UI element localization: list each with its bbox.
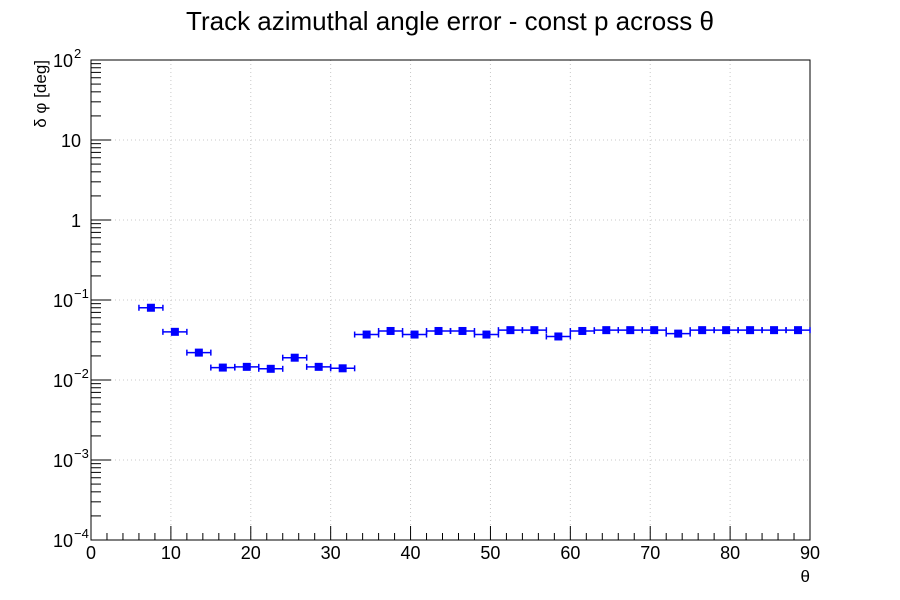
y-tick-label: 10 xyxy=(53,51,73,71)
data-point xyxy=(258,364,284,373)
y-tick-exponent: −4 xyxy=(74,526,89,541)
data-point xyxy=(521,326,548,335)
data-point xyxy=(210,363,236,372)
y-tick-exponent: −1 xyxy=(74,286,89,301)
x-tick-label: 60 xyxy=(560,543,580,563)
x-tick-label: 30 xyxy=(321,543,341,563)
data-marker xyxy=(578,326,587,335)
data-point xyxy=(737,326,763,335)
data-point xyxy=(473,330,500,339)
data-point xyxy=(593,326,620,335)
data-point xyxy=(281,353,308,362)
data-marker xyxy=(434,326,443,335)
data-series xyxy=(138,303,811,373)
data-point xyxy=(377,326,404,335)
y-axis-title: δ φ [deg] xyxy=(31,60,50,128)
data-marker xyxy=(554,332,563,341)
data-marker xyxy=(410,330,419,339)
data-marker xyxy=(698,326,707,335)
data-marker xyxy=(674,329,683,338)
data-marker xyxy=(362,330,371,339)
data-point xyxy=(329,364,356,373)
data-point xyxy=(761,326,787,335)
chart-title: Track azimuthal angle error - const p ac… xyxy=(186,6,714,36)
data-marker xyxy=(482,330,491,339)
x-axis-title: θ xyxy=(801,567,810,586)
data-marker xyxy=(218,363,227,372)
data-marker xyxy=(266,364,275,373)
grid xyxy=(91,60,810,540)
data-point xyxy=(665,329,691,338)
data-point xyxy=(401,330,428,339)
plot-frame xyxy=(90,59,811,541)
data-point xyxy=(186,348,212,357)
x-tick-label: 0 xyxy=(86,543,96,563)
data-point xyxy=(641,326,667,335)
data-marker xyxy=(506,326,515,335)
x-tick-label: 10 xyxy=(161,543,181,563)
data-marker xyxy=(170,327,179,336)
data-marker xyxy=(530,326,539,335)
data-point xyxy=(234,362,260,371)
data-marker xyxy=(650,326,659,335)
x-tick-label: 20 xyxy=(241,543,261,563)
data-marker xyxy=(722,326,731,335)
y-tick-label: 10 xyxy=(53,371,73,391)
data-marker xyxy=(146,303,155,312)
y-tick-label: 10 xyxy=(61,131,81,151)
data-point xyxy=(497,326,524,335)
data-marker xyxy=(794,326,803,335)
data-marker xyxy=(746,326,755,335)
y-tick-label: 1 xyxy=(71,211,81,231)
data-marker xyxy=(314,362,323,371)
data-point xyxy=(162,327,188,336)
data-marker xyxy=(290,353,299,362)
data-marker xyxy=(626,326,635,335)
y-tick-exponent: −3 xyxy=(74,446,89,461)
data-marker xyxy=(602,326,611,335)
data-point xyxy=(785,326,811,335)
x-tick-label: 70 xyxy=(640,543,660,563)
y-tick-label: 10 xyxy=(53,291,73,311)
data-point xyxy=(569,326,596,335)
y-tick-label: 10 xyxy=(53,451,73,471)
y-tick-label: 10 xyxy=(53,531,73,551)
x-tick-label: 40 xyxy=(401,543,421,563)
data-point xyxy=(425,326,452,335)
x-tick-label: 50 xyxy=(480,543,500,563)
data-point xyxy=(713,326,739,335)
data-point xyxy=(353,330,380,339)
x-tick-label: 80 xyxy=(720,543,740,563)
data-point xyxy=(449,326,476,335)
data-point xyxy=(689,326,715,335)
data-marker xyxy=(194,348,203,357)
data-marker xyxy=(338,364,347,373)
y-tick-exponent: 2 xyxy=(74,46,81,61)
data-point xyxy=(305,362,332,371)
y-tick-exponent: −2 xyxy=(74,366,89,381)
data-marker xyxy=(242,362,251,371)
data-point xyxy=(545,332,572,341)
data-marker xyxy=(458,326,467,335)
data-point xyxy=(138,303,164,312)
data-marker xyxy=(770,326,779,335)
data-point xyxy=(617,326,643,335)
data-marker xyxy=(386,326,395,335)
x-tick-label: 90 xyxy=(800,543,820,563)
